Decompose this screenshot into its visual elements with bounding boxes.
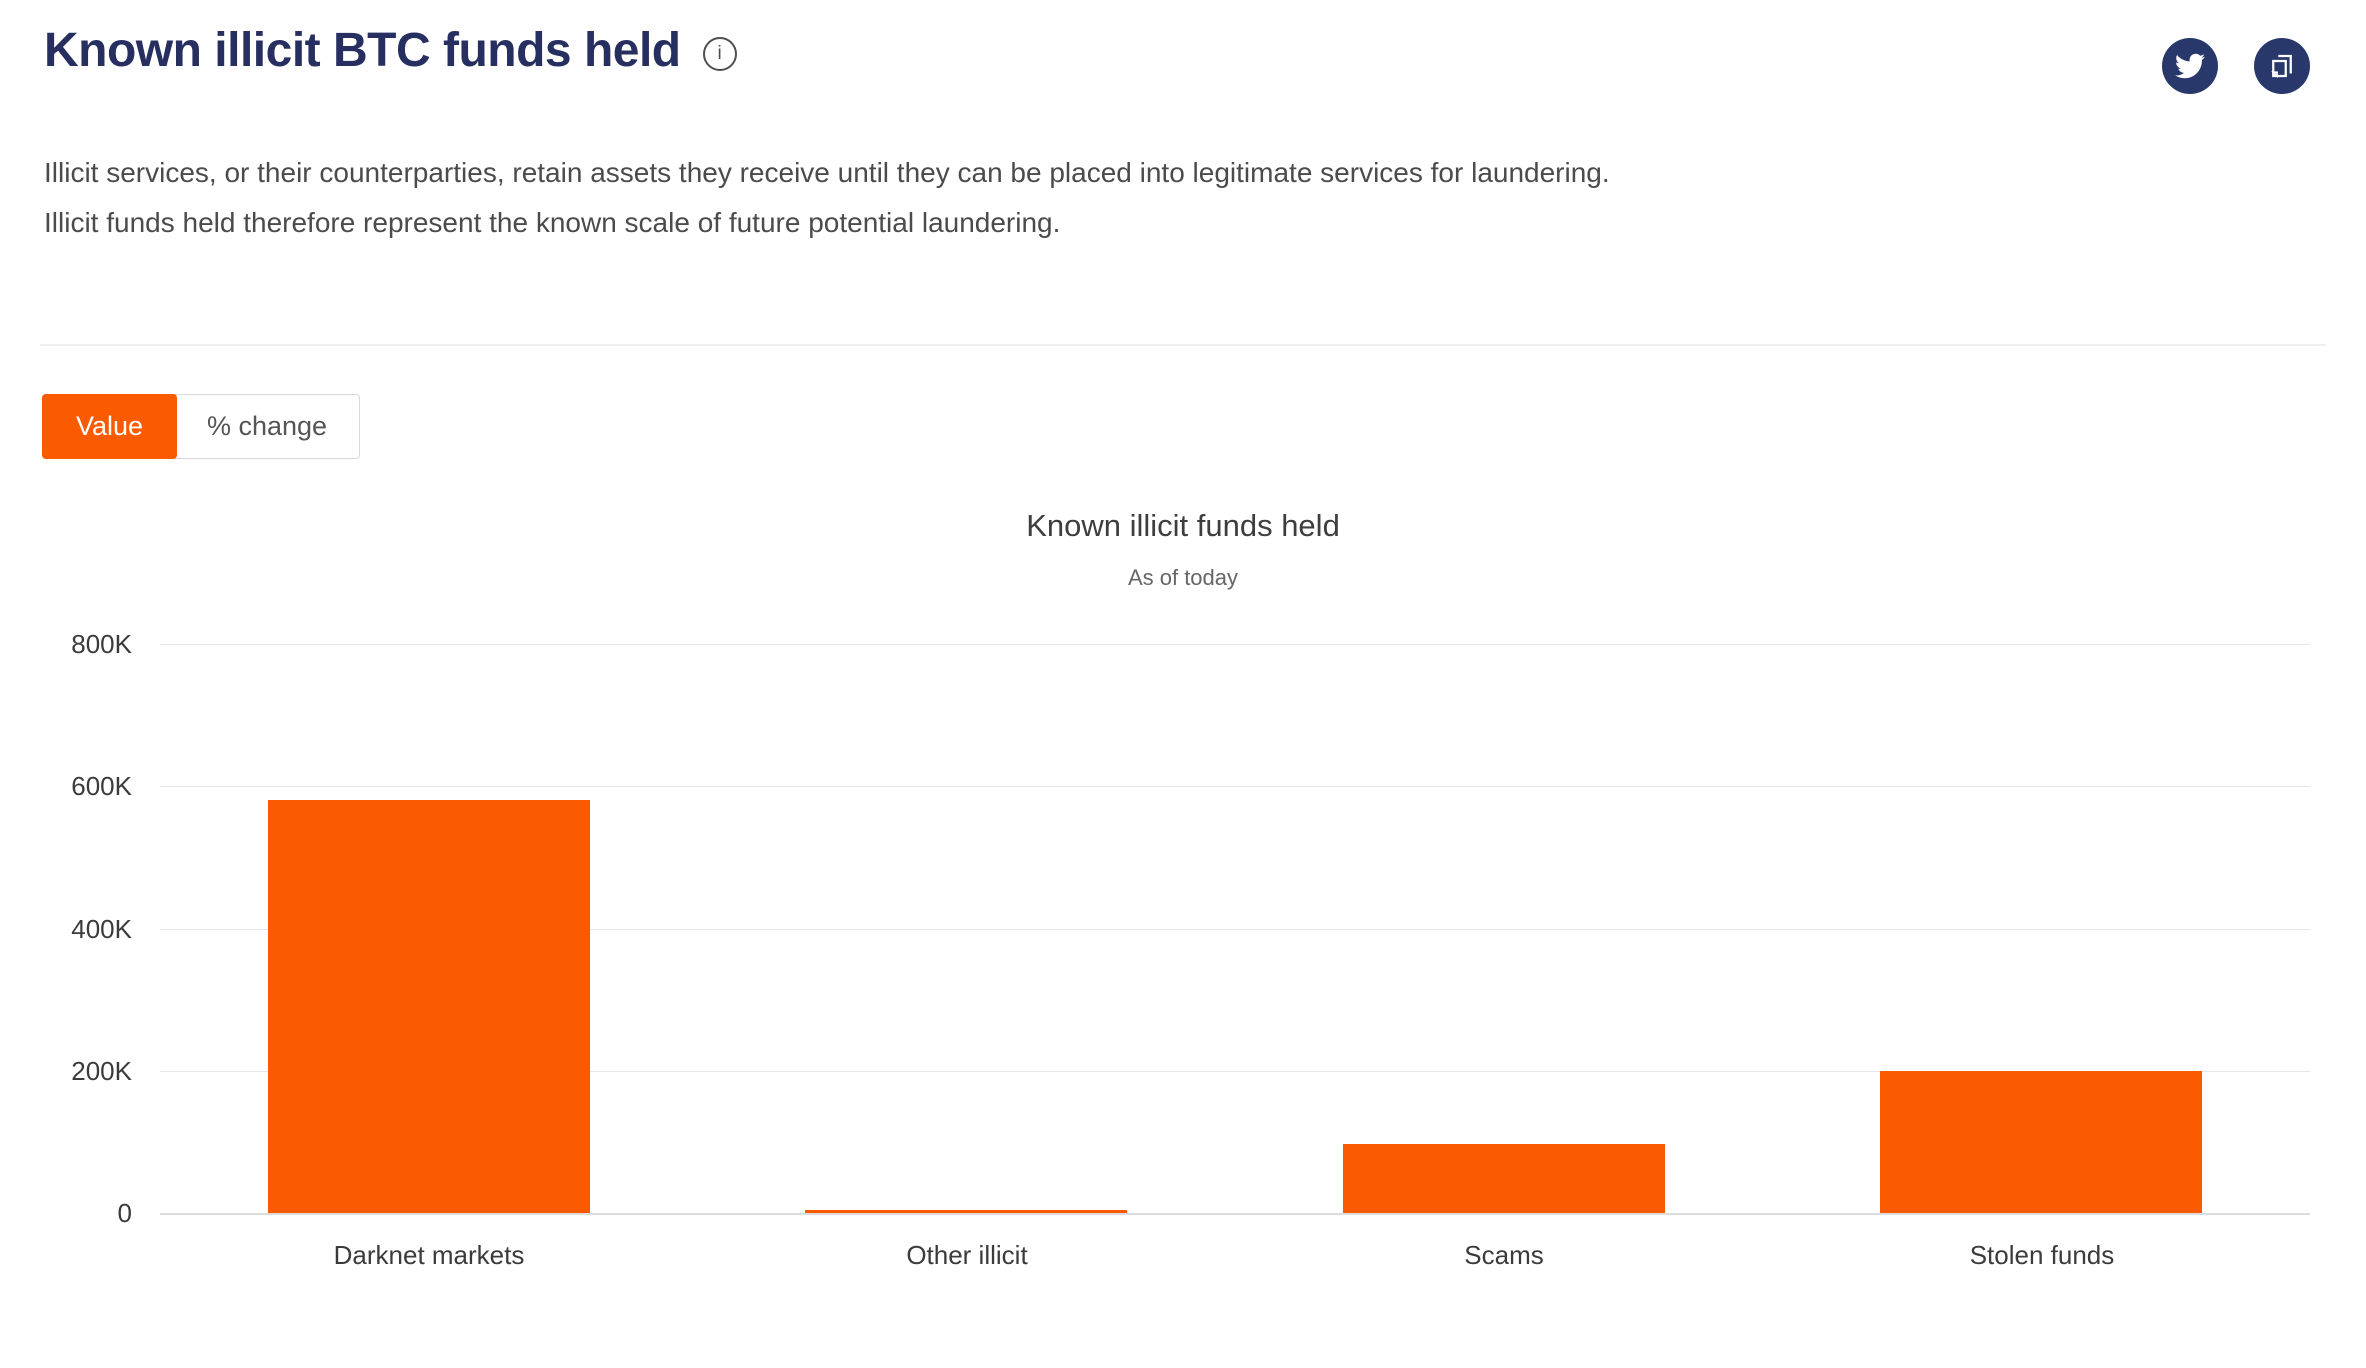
gridline-600k xyxy=(160,786,2310,787)
x-axis-label-other-illicit: Other illicit xyxy=(906,1240,1028,1270)
bar-scams[interactable] xyxy=(1343,1144,1665,1213)
info-icon[interactable]: i xyxy=(702,37,737,71)
value-toggle-button[interactable]: Value xyxy=(42,394,177,459)
x-axis-label-darknet-markets: Darknet markets xyxy=(333,1240,525,1270)
percent-change-toggle-button[interactable]: % change xyxy=(174,394,360,459)
header-actions xyxy=(2162,38,2310,94)
y-axis-label-600k: 600K xyxy=(71,771,132,801)
x-axis-label-scams: Scams xyxy=(1464,1240,1544,1270)
y-axis-label-800k: 800K xyxy=(71,629,132,659)
page-description: Illicit services, or their counterpartie… xyxy=(44,148,1610,248)
gridline-800k xyxy=(160,644,2310,645)
y-axis-label-0: 0 xyxy=(117,1198,132,1228)
description-line-2: Illicit funds held therefore represent t… xyxy=(44,207,1061,238)
section-divider xyxy=(40,344,2326,346)
twitter-share-button[interactable] xyxy=(2162,38,2218,94)
x-axis-label-stolen-funds: Stolen funds xyxy=(1969,1240,2115,1270)
metric-toggle-group: Value % change xyxy=(42,394,360,459)
page-title: Known illicit BTC funds held xyxy=(44,24,681,77)
description-line-1: Illicit services, or their counterpartie… xyxy=(44,157,1610,188)
bar-darknet-markets[interactable] xyxy=(268,800,590,1213)
page-header: Known illicit BTC funds held i xyxy=(44,22,737,80)
copy-button[interactable] xyxy=(2254,38,2310,94)
gridline-0 xyxy=(160,1213,2310,1215)
bar-other-illicit[interactable] xyxy=(805,1210,1127,1213)
chart-subtitle: As of today xyxy=(1127,565,1239,590)
twitter-bird-icon xyxy=(2175,53,2205,79)
y-axis-label-400k: 400K xyxy=(71,914,132,944)
copy-pages-icon xyxy=(2271,54,2292,79)
bar-stolen-funds[interactable] xyxy=(1880,1071,2202,1213)
y-axis-label-200k: 200K xyxy=(71,1056,132,1086)
chart-title: Known illicit funds held xyxy=(1026,508,1340,543)
